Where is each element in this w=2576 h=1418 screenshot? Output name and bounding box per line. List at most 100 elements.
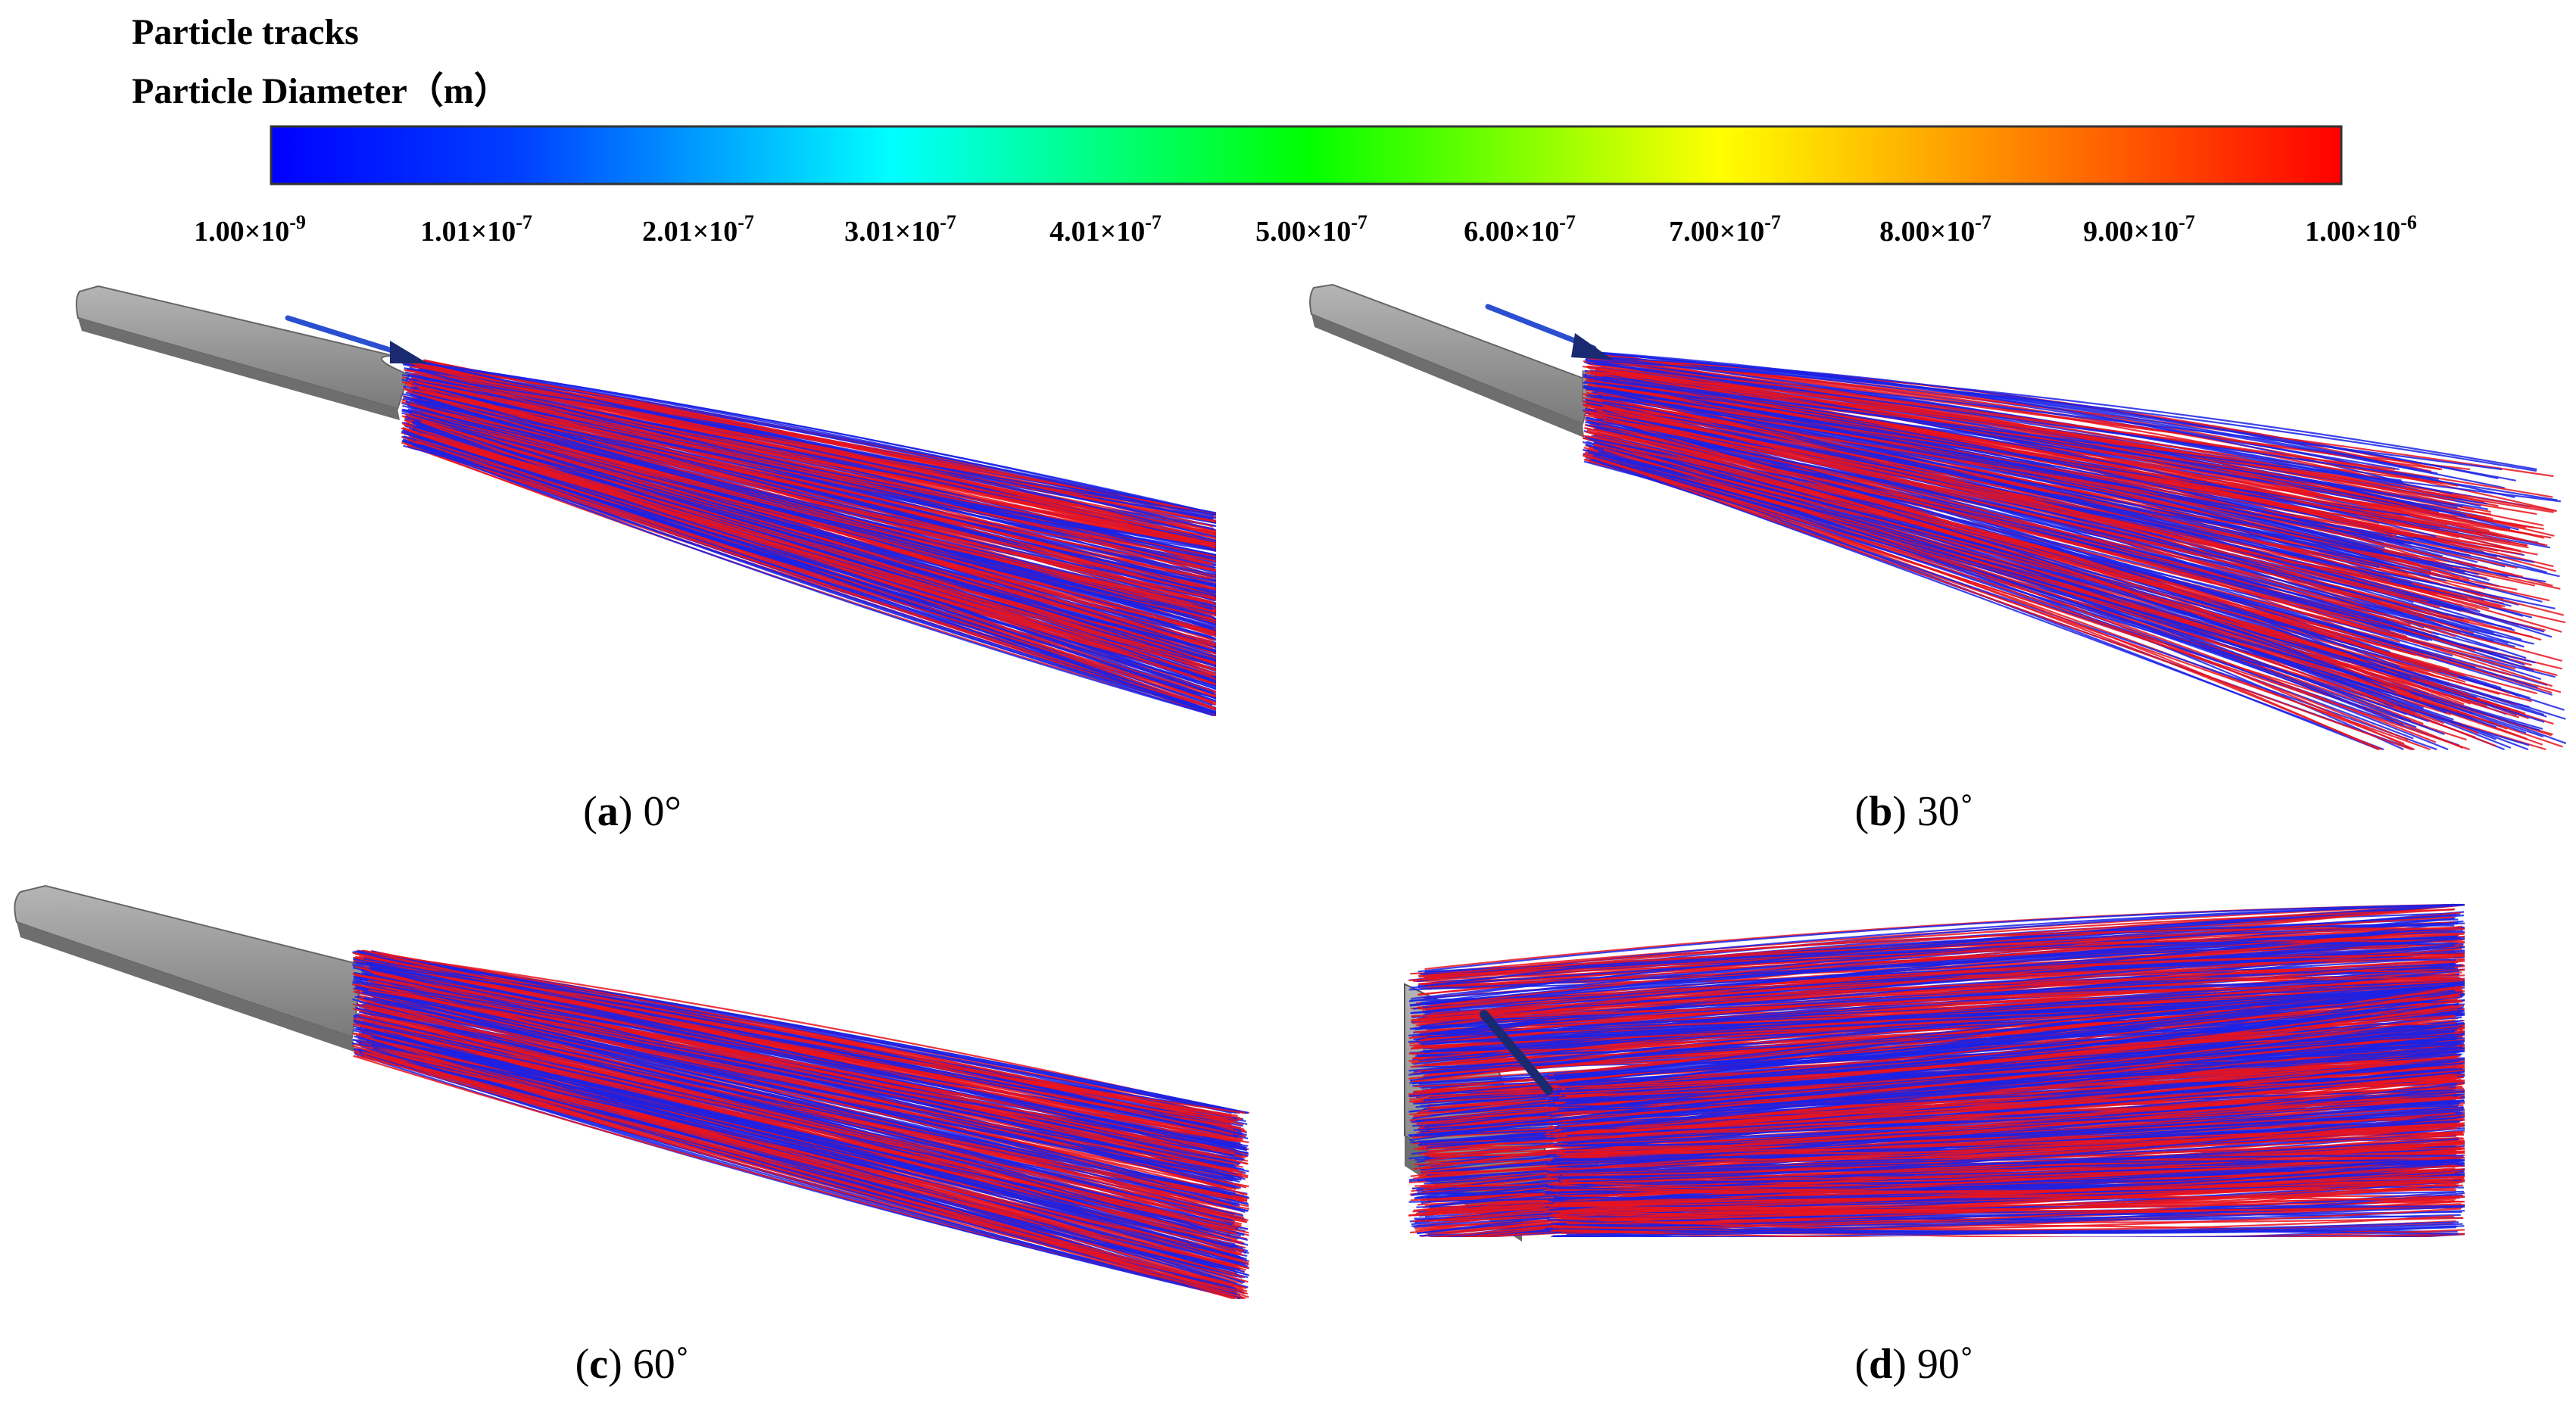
track [1602, 394, 2528, 547]
track [1420, 922, 2458, 1004]
colorbar [270, 125, 2343, 185]
tick-label: 9.00×10-7 [2083, 211, 2195, 248]
tick-base: 8.00×10 [1879, 216, 1975, 248]
track [1562, 1172, 2455, 1192]
tick-exp: -7 [940, 211, 956, 233]
colorbar-ticks: 1.00×10-9 1.01×10-7 2.01×10-7 3.01×10-7 4.01… [194, 211, 2417, 248]
track [1592, 429, 2408, 638]
tick-exp: -7 [1145, 211, 1162, 233]
track [1552, 1097, 2456, 1133]
track [1555, 1142, 2465, 1203]
track [358, 998, 1248, 1202]
track [1560, 1078, 2454, 1158]
track [352, 1024, 1232, 1246]
track [1548, 1080, 2456, 1152]
track [410, 358, 1216, 516]
track [1412, 908, 2454, 982]
track [1426, 927, 2465, 977]
track [1566, 1015, 2456, 1098]
track [1560, 1090, 2465, 1142]
track [1586, 435, 2459, 678]
track [414, 389, 1216, 599]
track [404, 388, 1216, 587]
tick-base: 1.00×10 [194, 216, 289, 248]
track [401, 408, 1216, 653]
tick-base: 9.00×10 [2083, 216, 2178, 248]
track [361, 991, 1237, 1167]
tick-label: 1.01×10-7 [420, 211, 532, 248]
track [1558, 1138, 2459, 1180]
tick-exp: -7 [1351, 211, 1368, 233]
track-group [1582, 351, 2567, 751]
caption-part: ) 60˚ [608, 1341, 689, 1388]
track [1566, 1177, 2465, 1225]
track [1418, 952, 2465, 1010]
track [1597, 410, 2440, 609]
track [1588, 410, 2456, 637]
track [1417, 903, 2459, 988]
tick-exp: -7 [738, 211, 754, 233]
tick-label: 2.01×10-7 [642, 211, 754, 248]
track [364, 996, 1232, 1181]
track [1552, 1142, 2463, 1181]
legend-subtitle: Particle Diameter（m） [132, 71, 510, 111]
track [410, 413, 1216, 653]
track-group [1544, 983, 2465, 1237]
track [416, 393, 1216, 613]
track [355, 1007, 1232, 1195]
track [1549, 1039, 2465, 1134]
track [373, 951, 1231, 1124]
track [1603, 447, 2415, 751]
track [1592, 356, 2554, 478]
track [423, 367, 1216, 523]
track [1557, 1053, 2462, 1127]
track [1551, 1205, 2465, 1225]
track [1598, 372, 2444, 516]
track [1411, 978, 2465, 1022]
track [1558, 1155, 2464, 1173]
track [1545, 1055, 2461, 1142]
caption-part: c [589, 1341, 608, 1388]
tick-exp: -9 [289, 211, 306, 233]
track [369, 983, 1244, 1173]
tick-base: 2.01×10 [642, 216, 738, 248]
track [410, 403, 1216, 605]
track-group [351, 949, 1249, 1300]
track [1594, 362, 2440, 480]
track [1598, 458, 2497, 728]
tick-label: 8.00×10-7 [1879, 211, 1991, 248]
tick-base: 3.01×10 [844, 216, 940, 248]
track [1553, 990, 2456, 1077]
caption-part: ( [583, 788, 597, 835]
tick-exp: -7 [516, 211, 532, 233]
legend-title: Particle tracks [132, 12, 359, 52]
track [372, 1036, 1244, 1249]
track [359, 955, 1237, 1129]
track [1589, 438, 2509, 660]
track [1586, 424, 2522, 641]
track [411, 444, 1216, 715]
track [417, 387, 1216, 597]
track [1548, 1195, 2464, 1208]
track [1420, 914, 2456, 975]
tick-label: 3.01×10-7 [844, 211, 956, 248]
track [1583, 387, 2479, 575]
track [1426, 952, 2463, 1036]
track [1429, 953, 2464, 1017]
track [1555, 1154, 2465, 1207]
track [1559, 999, 2462, 1095]
track [359, 1052, 1241, 1300]
track [1603, 356, 2453, 494]
track [1586, 365, 2554, 513]
track [411, 360, 1216, 515]
track [416, 382, 1216, 545]
track [1564, 1230, 2459, 1237]
track [1602, 376, 2463, 508]
track [1552, 1181, 2462, 1229]
tick-base: 5.00×10 [1255, 216, 1351, 248]
track [1601, 379, 2437, 538]
track [1546, 1056, 2457, 1138]
panel-caption: (b) 30˚ [1854, 788, 1973, 835]
